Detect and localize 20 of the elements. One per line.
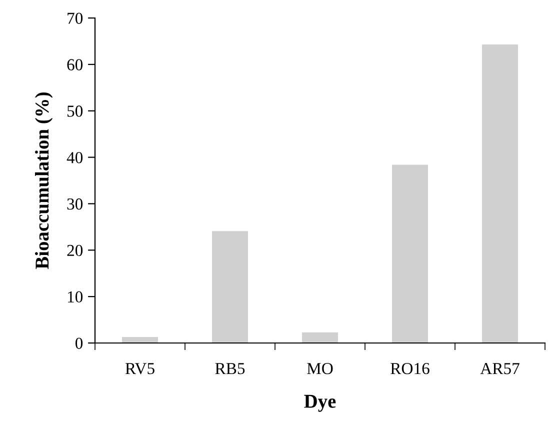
bar <box>482 44 518 343</box>
bar <box>122 336 158 343</box>
y-tick-label: 70 <box>68 12 83 24</box>
y-tick-label: 10 <box>68 291 83 303</box>
y-tick-label: 40 <box>66 152 83 164</box>
y-axis-title: Bioaccumulation (%) <box>35 92 53 270</box>
y-tick-label: 60 <box>67 59 83 70</box>
x-tick-label: MO <box>307 362 333 374</box>
x-tick-label: RV5 <box>125 363 154 374</box>
y-tick-label: 20 <box>67 244 83 256</box>
y-tick-label: 30 <box>67 198 83 210</box>
x-tick-label: RO16 <box>390 362 430 374</box>
y-tick-label: 50 <box>67 106 83 117</box>
bar <box>302 332 338 343</box>
x-tick-label: RB5 <box>215 363 245 374</box>
x-axis-title: Dye <box>304 394 336 412</box>
bar <box>392 164 428 343</box>
x-tick-label: AR57 <box>480 363 520 374</box>
bar <box>212 231 248 343</box>
y-tick-label: 0 <box>75 338 83 349</box>
